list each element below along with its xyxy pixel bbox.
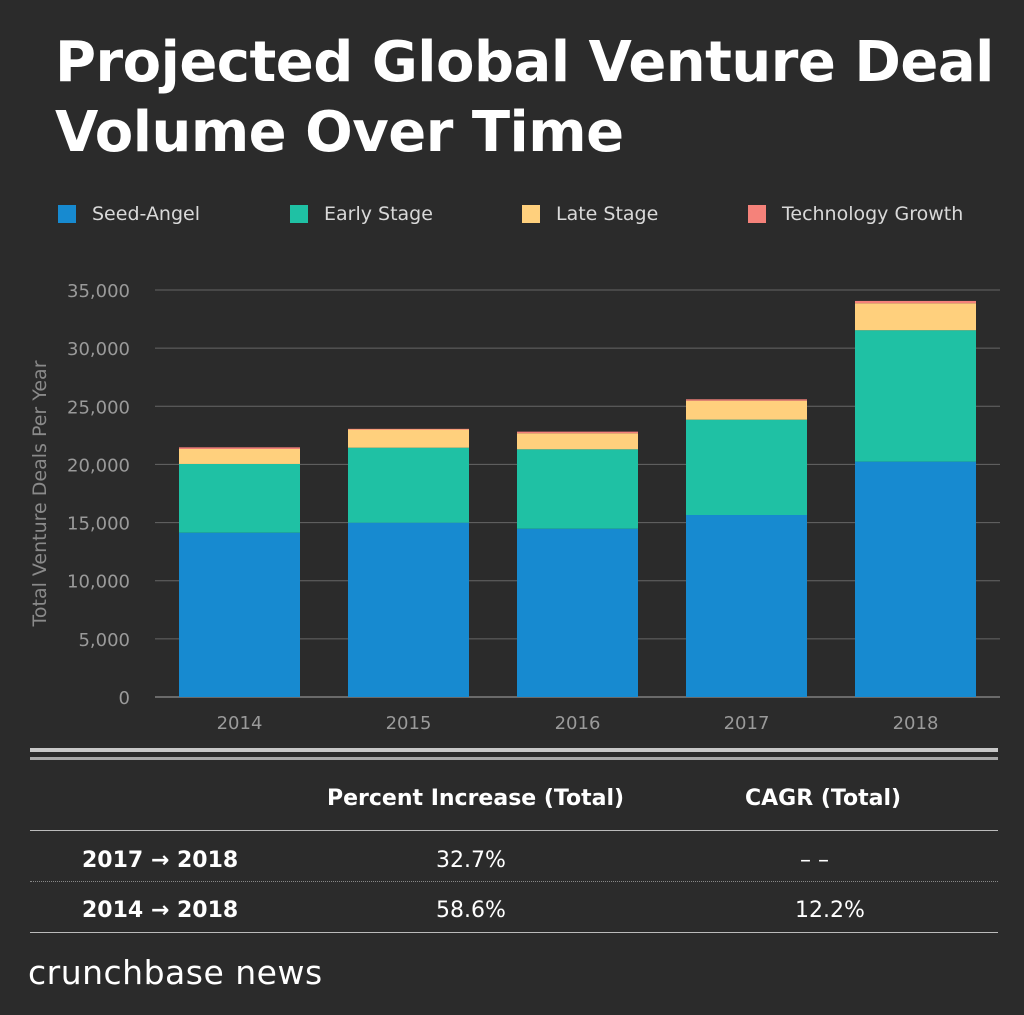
bar-early-stage bbox=[517, 449, 638, 529]
x-tick-label: 2014 bbox=[217, 713, 263, 734]
bar-late-stage bbox=[855, 303, 976, 331]
y-tick-label: 35,000 bbox=[67, 281, 130, 302]
y-tick-label: 15,000 bbox=[67, 514, 130, 535]
y-axis-label: Total Venture Deals Per Year bbox=[29, 360, 51, 627]
legend-late-stage: Late Stage bbox=[522, 203, 658, 225]
row-period: 2017 → 2018 bbox=[82, 848, 239, 873]
divider bbox=[30, 748, 998, 752]
bar-late-stage bbox=[179, 448, 300, 464]
bar-early-stage bbox=[855, 330, 976, 462]
legend-label: Late Stage bbox=[556, 203, 659, 225]
bar-early-stage bbox=[348, 447, 469, 523]
bar-technology-growth bbox=[348, 428, 469, 430]
legend-seed-angel: Seed-Angel bbox=[58, 203, 200, 225]
bar-seed-angel bbox=[686, 515, 807, 697]
row-percent: 58.6% bbox=[436, 898, 506, 923]
bar-technology-growth bbox=[686, 399, 807, 401]
y-tick-label: 20,000 bbox=[67, 455, 130, 476]
bar-early-stage bbox=[686, 419, 807, 516]
row-cagr: 12.2% bbox=[795, 898, 865, 923]
legend-swatch bbox=[748, 205, 766, 223]
legend-swatch bbox=[522, 205, 540, 223]
legend-swatch bbox=[58, 205, 76, 223]
bar-seed-angel bbox=[348, 522, 469, 697]
y-tick-label: 30,000 bbox=[67, 339, 130, 360]
legend-technology-growth: Technology Growth bbox=[748, 203, 963, 225]
row-period: 2014 → 2018 bbox=[82, 898, 239, 923]
bar-seed-angel bbox=[517, 528, 638, 697]
legend-label: Seed-Angel bbox=[92, 203, 201, 225]
divider bbox=[30, 757, 998, 760]
y-tick-label: 5,000 bbox=[78, 630, 130, 651]
legend-early-stage: Early Stage bbox=[290, 203, 433, 225]
divider bbox=[30, 881, 998, 882]
divider bbox=[30, 932, 998, 933]
bar-technology-growth bbox=[517, 431, 638, 434]
bar-technology-growth bbox=[855, 300, 976, 304]
row-cagr: – – bbox=[800, 848, 829, 873]
header-percent-increase: Percent Increase (Total) bbox=[327, 786, 625, 811]
divider bbox=[30, 830, 998, 831]
bar-late-stage bbox=[348, 429, 469, 448]
header-cagr: CAGR (Total) bbox=[745, 786, 902, 811]
y-tick-label: 0 bbox=[119, 688, 130, 709]
row-percent: 32.7% bbox=[436, 848, 506, 873]
x-tick-label: 2018 bbox=[893, 713, 939, 734]
stacked-bar-chart: 0 5,000 10,000 15,000 20,000 25,000 30,000 35,0… bbox=[29, 281, 1000, 734]
bar-late-stage bbox=[517, 433, 638, 450]
x-tick-label: 2017 bbox=[724, 713, 770, 734]
legend-swatch bbox=[290, 205, 308, 223]
y-tick-label: 25,000 bbox=[67, 397, 130, 418]
y-tick-label: 10,000 bbox=[67, 572, 130, 593]
legend-label: Technology Growth bbox=[782, 203, 964, 225]
x-tick-label: 2016 bbox=[555, 713, 601, 734]
page-title: Projected Global Venture Deal Volume Ove… bbox=[55, 30, 994, 165]
crunchbase-news-logo: crunchbase news bbox=[28, 953, 323, 992]
bar-early-stage bbox=[179, 463, 300, 533]
bar-seed-angel bbox=[179, 532, 300, 697]
x-tick-label: 2015 bbox=[386, 713, 432, 734]
legend-label: Early Stage bbox=[324, 203, 433, 225]
bar-seed-angel bbox=[855, 461, 976, 697]
bar-technology-growth bbox=[179, 447, 300, 449]
bar-late-stage bbox=[686, 400, 807, 420]
